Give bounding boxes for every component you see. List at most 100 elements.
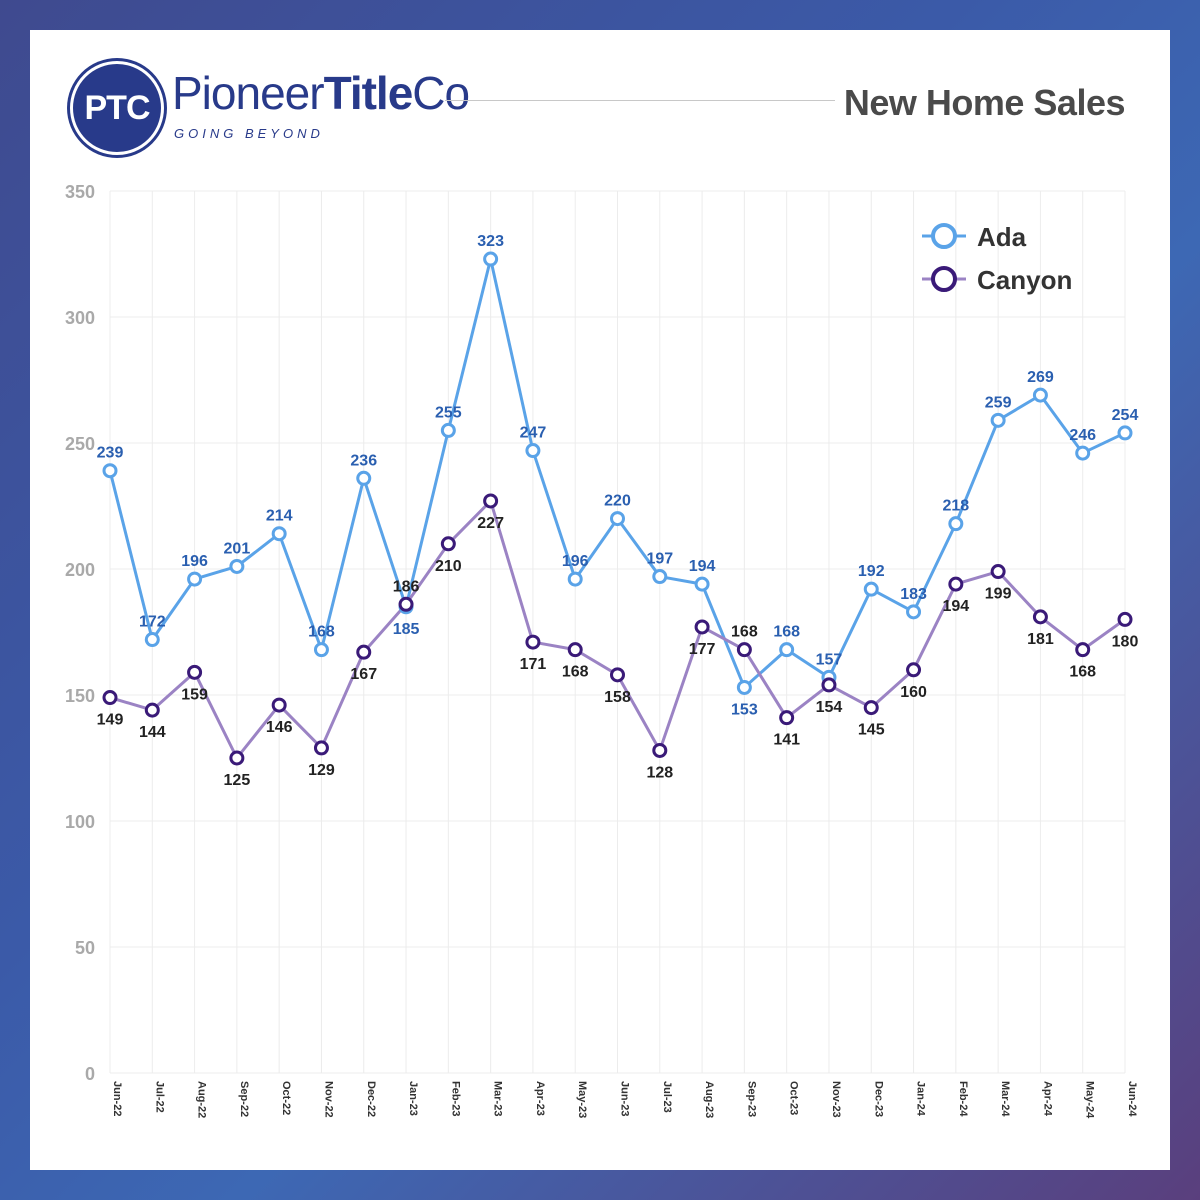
logo-badge: PTC	[70, 61, 164, 155]
data-label-canyon: 168	[1069, 664, 1096, 681]
data-label-ada: 255	[435, 404, 462, 421]
data-point-canyon	[483, 493, 499, 509]
data-point-canyon	[1117, 611, 1133, 627]
data-point-canyon	[144, 702, 160, 718]
data-label-ada: 269	[1027, 369, 1054, 386]
brand-suffix: Co	[412, 67, 470, 119]
data-label-canyon: 128	[646, 764, 673, 781]
y-tick-label: 200	[65, 560, 95, 580]
data-label-canyon: 199	[985, 586, 1012, 603]
data-point-canyon	[567, 642, 583, 658]
data-label-ada: 153	[731, 701, 758, 718]
data-label-canyon: 145	[858, 722, 885, 739]
data-label-ada: 254	[1112, 407, 1139, 424]
data-point-canyon	[313, 740, 329, 756]
brand-tagline: GOING BEYOND	[174, 126, 324, 141]
data-label-canyon: 186	[393, 578, 420, 595]
data-point-ada	[652, 569, 668, 585]
data-point-ada	[610, 511, 625, 527]
data-point-ada	[736, 679, 752, 695]
data-label-canyon: 180	[1112, 633, 1139, 650]
data-point-ada	[863, 581, 879, 597]
data-point-ada	[440, 422, 456, 438]
y-tick-label: 300	[65, 308, 95, 328]
data-label-ada: 201	[224, 540, 251, 557]
data-label-ada: 236	[350, 452, 377, 469]
data-label-ada: 196	[181, 553, 208, 570]
brand-name: PioneerTitleCo	[172, 67, 470, 119]
x-tick-label: May-24	[1084, 1081, 1096, 1119]
data-point-canyon	[1075, 642, 1091, 658]
data-point-canyon	[610, 667, 625, 683]
data-point-canyon	[863, 700, 879, 716]
data-point-ada	[948, 516, 964, 532]
data-label-canyon: 171	[520, 656, 547, 673]
y-tick-label: 50	[75, 938, 95, 958]
data-label-canyon: 168	[562, 664, 589, 681]
chart-title: New Home Sales	[843, 82, 1126, 123]
data-label-ada: 220	[604, 493, 631, 510]
data-point-canyon	[779, 710, 795, 726]
data-label-ada: 214	[266, 508, 293, 525]
data-label-ada: 168	[773, 624, 800, 641]
data-point-canyon	[356, 644, 372, 660]
data-point-canyon	[821, 677, 837, 693]
x-tick-label: Aug-23	[703, 1081, 715, 1118]
data-label-ada: 185	[393, 621, 420, 638]
data-point-ada	[779, 642, 795, 658]
data-label-canyon: 125	[224, 772, 251, 789]
legend-marker-ada	[931, 223, 957, 249]
x-tick-label: Sep-22	[238, 1081, 250, 1117]
data-point-ada	[567, 571, 583, 587]
data-point-canyon	[102, 690, 118, 706]
data-point-canyon	[1032, 609, 1048, 625]
data-label-canyon: 159	[181, 686, 208, 703]
x-tick-label: Jun-22	[111, 1081, 123, 1116]
x-tick-label: Dec-22	[365, 1081, 377, 1117]
data-point-canyon	[652, 742, 668, 758]
brand-regular: Pioneer	[172, 67, 325, 119]
data-label-ada: 157	[816, 651, 843, 668]
data-label-ada: 168	[308, 624, 335, 641]
x-tick-label: Nov-22	[322, 1081, 334, 1118]
data-label-canyon: 168	[731, 624, 758, 641]
data-point-ada	[102, 463, 118, 479]
data-point-ada	[483, 251, 499, 267]
legend-label-ada: Ada	[977, 222, 1027, 252]
x-tick-label: Apr-23	[534, 1081, 546, 1116]
logo-initials: PTC	[84, 88, 151, 127]
x-tick-label: Jul-22	[153, 1081, 165, 1113]
x-tick-label: Mar-23	[492, 1081, 504, 1116]
brand-bold: Title	[323, 67, 414, 119]
data-label-ada: 183	[900, 586, 927, 603]
data-point-canyon	[906, 662, 922, 678]
x-tick-label: Aug-22	[196, 1081, 208, 1118]
y-tick-label: 0	[85, 1064, 95, 1084]
data-point-ada	[271, 526, 287, 542]
data-label-canyon: 167	[350, 666, 377, 683]
chart-card: PTC PioneerTitleCo GOING BEYOND New Home…	[30, 30, 1170, 1170]
data-point-ada	[1117, 425, 1133, 441]
data-label-ada: 323	[477, 233, 504, 250]
data-label-canyon: 181	[1027, 631, 1054, 648]
data-point-canyon	[271, 697, 287, 713]
data-label-canyon: 154	[816, 699, 843, 716]
data-label-canyon: 227	[477, 515, 504, 532]
x-tick-label: Sep-23	[745, 1081, 757, 1117]
data-label-ada: 197	[646, 551, 673, 568]
data-point-canyon	[948, 576, 964, 592]
data-point-canyon	[187, 664, 203, 680]
data-point-ada	[187, 571, 203, 587]
data-label-ada: 259	[985, 394, 1012, 411]
data-label-ada: 239	[97, 445, 124, 462]
data-point-ada	[356, 470, 372, 486]
x-tick-label: May-23	[576, 1081, 588, 1118]
data-label-canyon: 210	[435, 558, 462, 575]
data-label-ada: 246	[1069, 427, 1096, 444]
data-label-ada: 192	[858, 563, 885, 580]
data-label-canyon: 177	[689, 641, 716, 658]
data-point-ada	[144, 632, 160, 648]
x-tick-label: Jul-23	[661, 1081, 673, 1113]
data-label-canyon: 158	[604, 689, 631, 706]
x-tick-label: Apr-24	[1041, 1081, 1053, 1117]
